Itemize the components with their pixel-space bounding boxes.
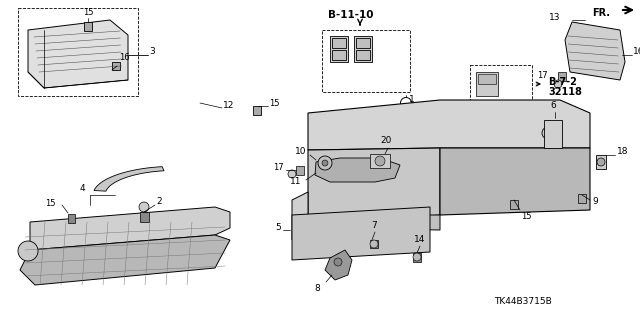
Bar xyxy=(470,65,532,103)
Bar xyxy=(68,214,75,223)
Bar xyxy=(356,38,370,48)
Circle shape xyxy=(413,253,421,261)
Text: 14: 14 xyxy=(414,235,426,244)
Bar xyxy=(332,50,346,60)
Text: 15: 15 xyxy=(269,99,280,108)
Text: 18: 18 xyxy=(617,147,628,157)
Circle shape xyxy=(542,127,554,139)
Text: 20: 20 xyxy=(380,136,392,145)
Circle shape xyxy=(334,258,342,266)
Polygon shape xyxy=(28,20,128,88)
Bar xyxy=(510,200,518,209)
Text: 11: 11 xyxy=(289,177,301,187)
Polygon shape xyxy=(440,148,590,215)
Text: 15: 15 xyxy=(521,212,531,221)
Bar xyxy=(322,30,410,92)
Polygon shape xyxy=(94,167,164,191)
Text: 16: 16 xyxy=(633,48,640,56)
Bar xyxy=(413,253,421,262)
Polygon shape xyxy=(308,215,440,230)
Bar xyxy=(370,240,378,248)
Bar xyxy=(296,166,304,175)
Text: 16: 16 xyxy=(119,54,130,63)
Text: 12: 12 xyxy=(223,100,234,109)
Bar xyxy=(253,106,261,115)
Circle shape xyxy=(318,156,332,170)
Bar xyxy=(578,194,586,203)
Bar xyxy=(332,38,346,48)
Bar xyxy=(354,36,372,62)
Text: 9: 9 xyxy=(592,197,598,206)
Circle shape xyxy=(375,156,385,166)
Circle shape xyxy=(288,170,296,178)
Circle shape xyxy=(597,158,605,166)
Polygon shape xyxy=(315,158,400,182)
Bar xyxy=(18,8,138,96)
Polygon shape xyxy=(292,192,308,240)
Circle shape xyxy=(18,241,38,261)
Text: 15: 15 xyxy=(45,198,56,207)
Text: 10: 10 xyxy=(294,147,306,157)
Bar xyxy=(140,212,149,222)
Text: B-7-2: B-7-2 xyxy=(548,77,577,87)
Text: 2: 2 xyxy=(156,197,162,206)
Text: 3: 3 xyxy=(149,47,155,56)
Text: 6: 6 xyxy=(550,101,556,110)
Text: TK44B3715B: TK44B3715B xyxy=(494,297,552,306)
Polygon shape xyxy=(20,235,230,285)
Polygon shape xyxy=(565,22,625,80)
Polygon shape xyxy=(308,100,590,150)
Polygon shape xyxy=(30,207,230,250)
Bar xyxy=(478,74,496,84)
Text: B-11-10: B-11-10 xyxy=(328,10,374,20)
Text: 5: 5 xyxy=(275,224,281,233)
Polygon shape xyxy=(325,250,352,280)
Bar xyxy=(370,154,390,168)
Bar xyxy=(356,50,370,60)
Bar xyxy=(596,155,606,169)
Circle shape xyxy=(370,240,378,248)
Circle shape xyxy=(322,160,328,166)
Polygon shape xyxy=(308,148,440,225)
Bar xyxy=(84,22,92,31)
Bar xyxy=(544,120,562,148)
Text: 15: 15 xyxy=(83,8,93,17)
Text: 8: 8 xyxy=(314,284,320,293)
Circle shape xyxy=(554,80,562,88)
Polygon shape xyxy=(292,207,430,260)
Text: 13: 13 xyxy=(548,13,560,23)
Text: 7: 7 xyxy=(371,221,377,230)
Bar xyxy=(112,62,120,70)
Bar xyxy=(476,72,498,96)
Circle shape xyxy=(139,202,149,212)
Text: 17: 17 xyxy=(273,164,284,173)
Bar xyxy=(330,36,348,62)
Text: 17: 17 xyxy=(538,71,548,80)
Text: 4: 4 xyxy=(80,184,86,193)
Circle shape xyxy=(401,98,412,108)
Bar xyxy=(558,72,566,81)
Text: FR.: FR. xyxy=(592,8,610,18)
Text: 1: 1 xyxy=(409,95,415,105)
Text: 32118: 32118 xyxy=(548,87,582,97)
